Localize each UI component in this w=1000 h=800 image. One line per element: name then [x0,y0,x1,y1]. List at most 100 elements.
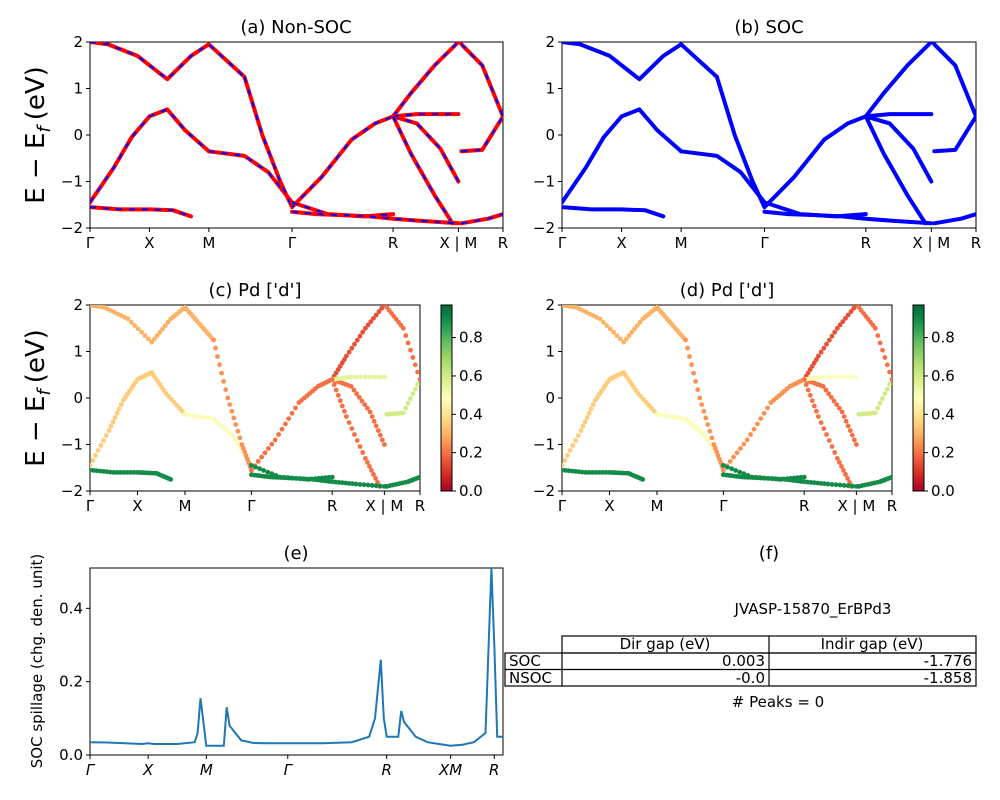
pdos-point-12 [583,470,589,475]
band-line-dash-4 [291,115,394,208]
pdos-point-13 [304,476,309,482]
pdos-point-0 [649,405,654,411]
pdos-point-10 [410,391,416,397]
pdos-point-1 [704,437,710,442]
pdos-point-9 [805,387,811,393]
pdos-point-9 [373,476,378,481]
pdos-point-6 [837,405,842,411]
pdos-point-3 [221,379,227,384]
pdos-point-4 [758,416,764,421]
pdos-point-1 [194,413,200,419]
x-tick-label: XM [438,761,462,779]
pdos-point-0 [106,428,112,433]
pdos-point-2 [632,326,637,332]
pdos-point-5 [733,468,738,473]
pdos-point-3 [709,435,715,441]
pdos-point-13 [825,481,831,487]
panel-b-yticks: −2 −1 0 1 2 [533,33,562,237]
pdos-point-1 [235,441,241,447]
band-line-8 [863,112,934,119]
pdos-point-3 [701,408,707,414]
pdos-point-2 [604,323,610,328]
col-header-indir: Indir gap (eV) [821,635,924,653]
pdos-point-11 [401,325,406,331]
pdos-point-7 [835,325,840,331]
pdos-point-11 [889,377,892,382]
pdos-point-2 [132,323,138,328]
pdos-point-1 [674,415,680,420]
pdos-point-3 [243,453,249,458]
x-tick-label: R [498,234,508,252]
pdos-point-6 [354,391,359,397]
pdos-point-4 [293,405,298,411]
panel-a-yticks: −2 −1 0 1 2 [61,33,90,237]
pdos-point-9 [365,460,370,465]
pdos-point-9 [331,382,337,388]
pdos-point-10 [882,391,888,397]
pdos-point-12 [114,470,120,475]
pdos-point-0 [108,423,114,429]
y-tick-label: 2 [545,33,555,51]
pdos-point-0 [584,415,590,420]
y-tick-label: −2 [61,482,83,500]
pdos-point-7 [824,341,829,347]
pdos-point-5 [249,463,254,468]
pdos-point-0 [90,463,93,468]
pdos-point-4 [748,432,753,437]
pdos-point-7 [818,349,824,355]
pdos-point-6 [847,428,853,433]
pdos-point-13 [369,483,375,488]
material-id: JVASP-15870_ErBPd3 [734,600,892,619]
pdos-point-0 [93,453,98,458]
pdos-point-9 [809,398,815,404]
pdos-point-0 [590,402,596,407]
pdos-point-2 [160,326,166,332]
pdos-point-11 [405,340,411,346]
pdos-point-11 [884,362,890,368]
band-ylabel-top: E − Ef(eV) [21,66,55,204]
pdos-point-13 [772,476,778,482]
pdos-point-0 [116,406,122,412]
pdos-point-0 [114,410,120,416]
pdos-point-0 [118,402,124,407]
pdos-point-6 [831,398,837,404]
y-tick-label: 1 [545,343,555,361]
y-tick-label: 1 [545,80,555,98]
pdos-point-2 [614,333,620,338]
panel-c-title: (c) Pd ['d'] [208,280,301,301]
pdos-point-9 [346,420,352,425]
pdos-point-7 [832,329,838,335]
band-line-4 [762,114,868,210]
y-tick-label: 0 [545,389,555,407]
x-tick-label: Γ [86,234,95,252]
pdos-point-5 [725,464,730,470]
x-tick-label: M [650,497,663,515]
spillage-ylabel: SOC spillage (chg. den. unit) [28,554,46,769]
pdos-point-1 [186,412,192,418]
y-tick-label: −1 [533,436,555,454]
colorbar-tick-label: 0.8 [931,329,955,347]
pdos-point-9 [357,444,363,449]
y-tick-label: 0.4 [59,599,83,617]
pdos-point-5 [737,469,743,475]
pdos-point-5 [721,463,726,468]
y-tick-label: 2 [545,296,555,314]
x-tick-label: R [887,497,897,515]
x-tick-label: R [489,761,499,779]
pdos-point-5 [329,474,335,480]
pdos-point-2 [607,326,613,332]
y-tick-label: 2 [73,296,83,314]
pdos-point-2 [611,329,616,335]
pdos-point-4 [741,441,747,447]
pdos-point-3 [699,402,705,407]
pdos-point-11 [410,355,416,360]
pdos-point-6 [843,418,849,424]
pdos-point-9 [832,450,838,455]
pdos-point-11 [873,325,878,331]
pdos-point-3 [695,387,701,393]
x-tick-label: Γ [86,497,95,515]
pdos-point-8 [849,374,854,380]
pdos-point-5 [261,468,266,473]
pdos-point-9 [371,472,376,477]
band-line-10 [932,114,976,154]
